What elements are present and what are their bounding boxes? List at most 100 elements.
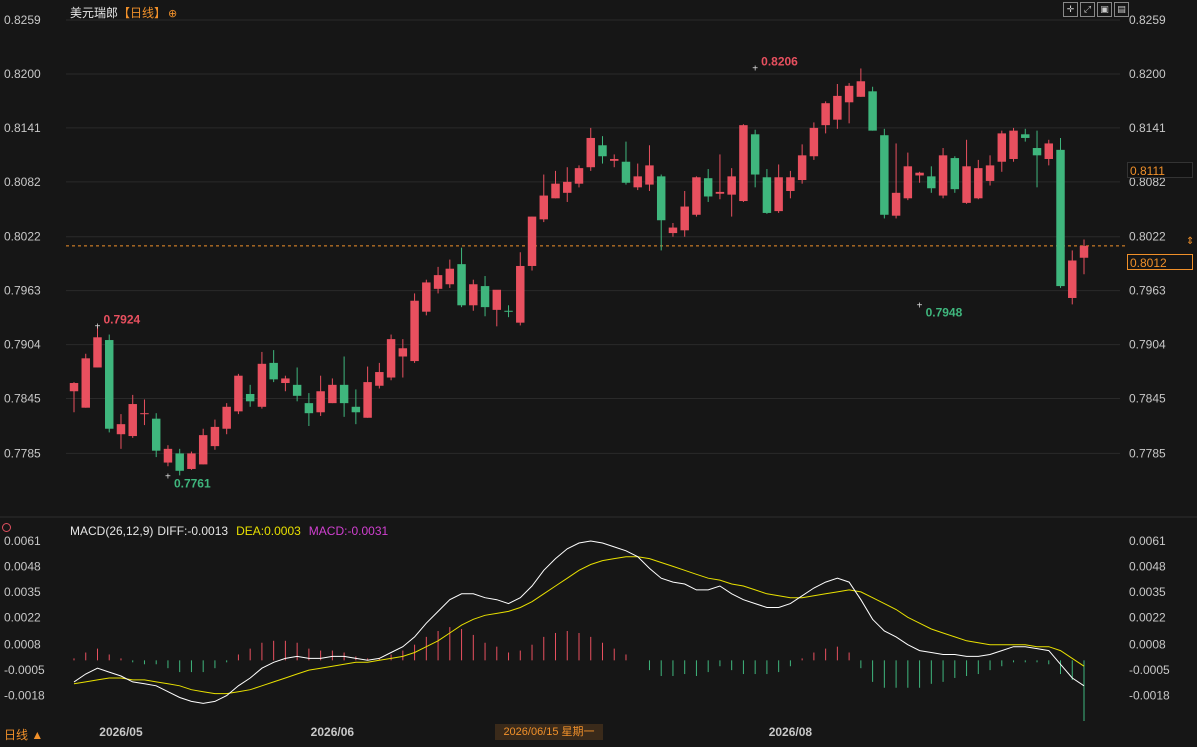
candle-body (304, 403, 314, 414)
macd-axis-label-left: 0.0008 (4, 638, 41, 652)
candle-body (903, 166, 913, 199)
price-axis-label-right: 0.7845 (1129, 392, 1166, 406)
candle-body (809, 127, 819, 157)
candle-body (551, 183, 560, 199)
price-axis-label-right: 0.8200 (1129, 67, 1166, 81)
annotation-low-marker: + (165, 471, 171, 482)
price-axis-label-left: 0.7963 (4, 284, 41, 298)
candle-body (621, 161, 631, 183)
candle-body (727, 176, 736, 195)
candle-body (281, 378, 290, 384)
candle-body (1079, 245, 1089, 258)
candle-body (786, 177, 795, 191)
candle-body (527, 216, 537, 266)
candle-body (351, 406, 361, 413)
expand-icon[interactable]: ⤢ (1080, 2, 1095, 17)
candle-body (880, 135, 889, 215)
macd-axis-label-right: -0.0018 (1129, 689, 1170, 703)
candle-body (140, 413, 149, 415)
macd-axis-label-left: -0.0005 (4, 663, 45, 677)
crosshair-price-tag: 0.8012 (1127, 254, 1193, 270)
candle-body (457, 264, 466, 306)
layout-icon[interactable]: ▤ (1114, 2, 1129, 17)
macd-axis-label-left: 0.0061 (4, 534, 41, 548)
candle-body (1032, 148, 1042, 156)
price-axis-label-right: 0.7963 (1129, 284, 1166, 298)
macd-axis-label-left: 0.0048 (4, 559, 41, 573)
candle-body (844, 85, 854, 103)
annotation-high: 0.8206 (761, 54, 798, 68)
candle-body (891, 192, 901, 216)
price-axis-label-left: 0.8259 (4, 13, 41, 27)
price-axis-label-right: 0.8141 (1129, 121, 1166, 135)
price-axis-label-left: 0.8022 (4, 230, 41, 244)
price-axis-label-left: 0.7845 (4, 392, 41, 406)
indicator-toggle-icon[interactable] (2, 523, 11, 532)
candle-body (116, 424, 126, 435)
plus-circle-icon[interactable]: ⊕ (168, 8, 178, 20)
candle-body (750, 134, 760, 175)
candle-body (574, 168, 584, 184)
crosshair-date-tag: 2026/06/15 星期一 (495, 724, 603, 740)
macd-axis-label-left: -0.0018 (4, 689, 45, 703)
candle-body (93, 337, 102, 368)
price-axis-label-right: 0.7904 (1129, 338, 1166, 352)
candle-body (962, 166, 971, 203)
candle-body (868, 91, 877, 131)
annotation-local-high-marker: + (95, 321, 101, 332)
window-icon[interactable]: ▣ (1097, 2, 1112, 17)
candle-body (128, 404, 137, 437)
candle-body (198, 435, 208, 465)
annotation-local-low-marker: + (917, 300, 923, 311)
candle-body (950, 158, 960, 190)
price-axis-label-left: 0.8141 (4, 121, 41, 135)
candle-body (105, 340, 114, 429)
price-axis-label-left: 0.7785 (4, 446, 41, 460)
macd-value: MACD:-0.0031 (308, 524, 389, 538)
candle-body (375, 372, 384, 386)
candle-body (774, 177, 783, 212)
macd-axis-label-left: 0.0035 (4, 585, 41, 599)
period-tag[interactable]: 【日线】 (118, 6, 167, 20)
candle-body (469, 284, 478, 306)
last-price-tag: 0.8111 (1127, 162, 1193, 178)
candle-body (516, 265, 525, 323)
candle-body (222, 406, 231, 429)
candle-body (797, 155, 807, 181)
candle-body (680, 206, 689, 231)
candle-body (422, 282, 431, 312)
candle-body (762, 177, 772, 213)
candle-body (703, 178, 713, 197)
candle-body (1009, 130, 1018, 159)
candle-body (563, 181, 572, 193)
macd-axis-label-right: 0.0061 (1129, 534, 1166, 548)
candle-body (328, 384, 337, 404)
candle-body (997, 133, 1007, 162)
price-axis-label-right: 0.8259 (1129, 13, 1166, 27)
candle-body (398, 348, 408, 357)
period-selector[interactable]: 日线 ▲ (4, 728, 44, 742)
macd-name: MACD(26,12,9) (70, 524, 154, 538)
candle-body (187, 453, 196, 469)
candle-body (586, 137, 595, 168)
candle-body (668, 227, 678, 234)
candle-body (175, 453, 184, 471)
candle-body (739, 125, 748, 202)
candle-body (1021, 134, 1030, 138)
date-axis-label: 2026/08 (769, 725, 813, 739)
candle-body (234, 375, 243, 412)
candle-body (692, 177, 701, 215)
candle-body (645, 165, 654, 185)
annotation-local-low: 0.7948 (926, 305, 963, 319)
candle-body (504, 310, 513, 312)
candle-body (269, 362, 278, 380)
macd-axis-label-right: 0.0035 (1129, 585, 1166, 599)
candle-body (69, 383, 79, 392)
candle-body (915, 172, 924, 176)
macd-header: MACD(26,12,9) DIFF:-0.0013 DEA:0.0003 MACD:… (70, 524, 388, 538)
chart-title: 美元瑞郎【日线】 ⊕ (70, 4, 177, 21)
candle-body (210, 426, 220, 447)
crosshair-icon[interactable]: ✛ (1063, 2, 1078, 17)
